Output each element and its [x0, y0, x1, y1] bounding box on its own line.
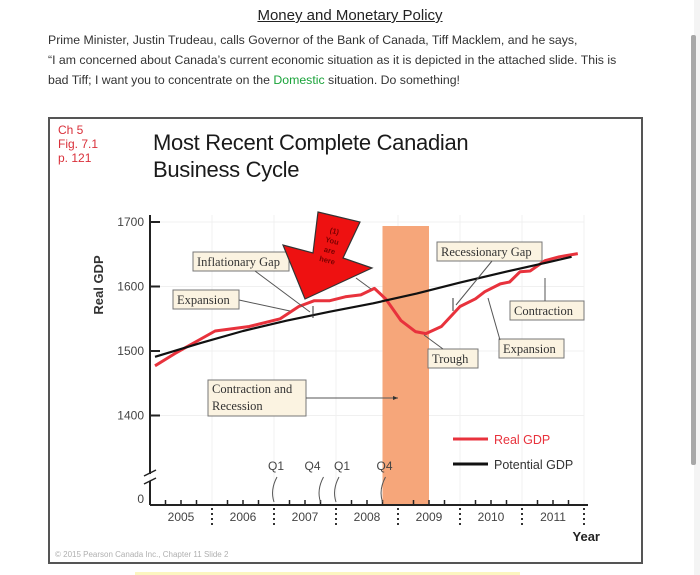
you-are-here-text-3: are — [323, 245, 336, 256]
axes — [143, 215, 588, 506]
scrollbar-thumb[interactable] — [691, 35, 696, 465]
slide-copyright: © 2015 Pearson Canada Inc., Chapter 11 S… — [55, 550, 229, 559]
axis-break-mark — [143, 469, 157, 477]
slide-title: Most Recent Complete Canadian Business C… — [153, 129, 469, 183]
you-are-here-text-1: (1) — [329, 226, 341, 237]
annotation-expansion-2-text: Expansion — [503, 342, 557, 356]
legend-label-real-gdp: Real GDP — [494, 433, 550, 447]
quarter-marker-label: Q4 — [304, 459, 320, 473]
y-tick-label: 1500 — [117, 344, 144, 358]
domestic-highlight: Domestic — [273, 73, 325, 87]
annotation-expansion-1-text: Expansion — [177, 293, 231, 307]
series-line-potential-gdp — [154, 255, 572, 358]
slide-title-line-1: Most Recent Complete Canadian — [153, 130, 469, 155]
quarter-marker-pointer — [380, 476, 386, 503]
y-tick-label: 1700 — [117, 215, 144, 229]
quarter-marker-pointer — [272, 476, 278, 503]
x-tick-label: 2007 — [292, 510, 319, 524]
x-tick-label: 2011 — [540, 510, 566, 524]
y-tick-label: 1400 — [117, 409, 144, 423]
ref-figure: Fig. 7.1 — [58, 137, 99, 151]
y-axis-label: Real GDP — [91, 255, 106, 315]
series-line-real-gdp — [154, 252, 579, 368]
y-tick-label-zero: 0 — [137, 492, 144, 506]
quarter-marker-label: Q4 — [376, 459, 392, 473]
annotation-contraction-recession: Contraction and Recession — [207, 379, 398, 417]
scrollbar-track[interactable] — [694, 0, 700, 575]
annotation-expansion-2: Expansion — [487, 297, 565, 359]
annotation-expansion-1: Expansion — [172, 289, 291, 312]
highlight-strip — [135, 572, 520, 575]
slide-title-line-2: Business Cycle — [153, 157, 300, 182]
annotation-inflationary-gap: Inflationary Gap — [192, 251, 311, 313]
x-tick-label: 2008 — [354, 510, 381, 524]
x-tick-label: 2006 — [230, 510, 257, 524]
legend-label-potential-gdp: Potential GDP — [494, 458, 573, 472]
annotation-recessionary-gap: Recessionary Gap — [436, 241, 543, 306]
series-lines — [154, 252, 579, 368]
quarter-marker-pointer — [334, 476, 340, 503]
annotation-trough-text: Trough — [432, 352, 469, 366]
quarter-marker-pointer — [318, 476, 324, 503]
x-axis-label: Year — [573, 529, 600, 544]
ref-page: p. 121 — [58, 151, 92, 165]
annotation-contraction-recession-text-1: Contraction and — [212, 382, 293, 396]
body-line-3: bad Tiff; I want you to concentrate on t… — [48, 70, 648, 90]
slide-reference: Ch 5 Fig. 7.1 p. 121 — [58, 123, 98, 165]
document-body: Prime Minister, Justin Trudeau, calls Go… — [48, 30, 648, 90]
you-are-here-text-4: here — [318, 254, 336, 267]
axis-break-mark — [143, 477, 157, 485]
body-line-1: Prime Minister, Justin Trudeau, calls Go… — [48, 33, 578, 47]
quarter-marker-label: Q1 — [268, 459, 284, 473]
you-are-here-text-2: You — [324, 235, 340, 247]
body-line-3-start: bad Tiff; I want you to concentrate on t… — [48, 73, 274, 87]
x-tick-label: 2009 — [416, 510, 443, 524]
legend: Real GDP Potential GDP — [453, 433, 573, 472]
y-tick-label: 1600 — [117, 280, 144, 294]
x-tick-label: 2005 — [168, 510, 195, 524]
document-title: Money and Monetary Policy — [257, 7, 443, 24]
recession-shading — [382, 226, 429, 505]
annotation-contraction: Contraction — [509, 278, 585, 321]
annotation-contraction-text: Contraction — [514, 304, 574, 318]
tick-labels: 1400 1500 1600 1700 0 2005 2006 2007 2008 2009 201… — [117, 215, 585, 525]
ref-chapter: Ch 5 — [58, 123, 84, 137]
body-line-2: “I am concerned about Canada’s current e… — [48, 53, 617, 67]
quarter-marker-label: Q1 — [334, 459, 350, 473]
annotation-recessionary-gap-text: Recessionary Gap — [441, 245, 532, 259]
x-tick-label: 2010 — [478, 510, 505, 524]
annotation-trough: Trough — [423, 334, 479, 369]
annotation-contraction-recession-text-2: Recession — [212, 399, 263, 413]
you-are-here-arrow: (1) You are here — [281, 211, 374, 300]
body-line-3-end: situation. Do something! — [324, 73, 460, 87]
annotation-inflationary-gap-text: Inflationary Gap — [197, 255, 280, 269]
